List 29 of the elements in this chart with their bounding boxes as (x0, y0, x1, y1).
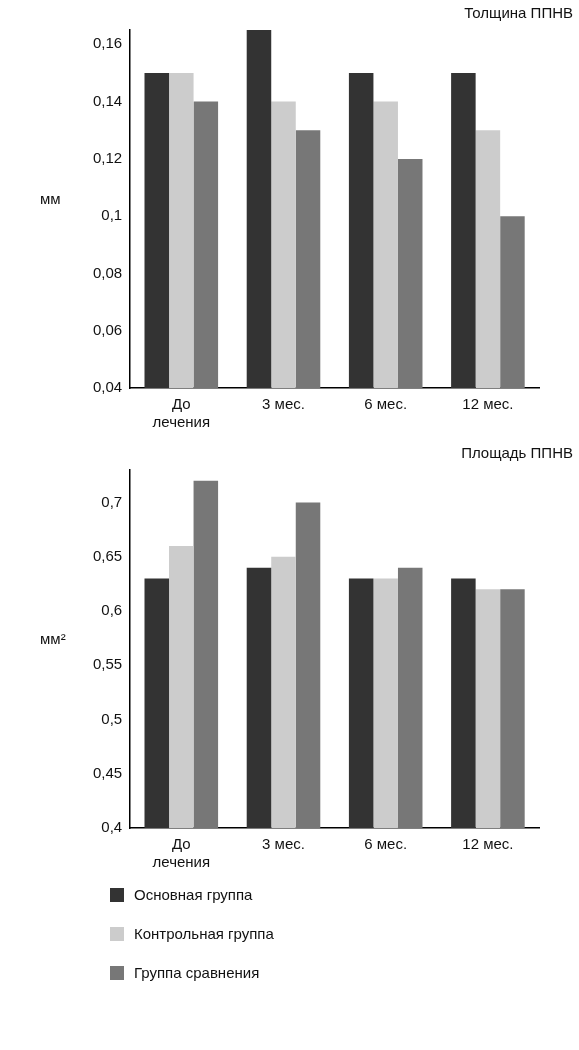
y-tick-label: 0,12 (92, 149, 123, 167)
y-tick-label: 0,6 (101, 601, 123, 619)
x-tick-label: До лечения (152, 395, 211, 431)
x-tick-label: 6 мес. (364, 835, 408, 853)
chart-title: Толщина ППНВ (464, 4, 573, 21)
y-tick-label: 0,16 (92, 34, 123, 52)
x-tick-label: 3 мес. (262, 835, 305, 853)
y-tick-label: 0,45 (92, 763, 123, 781)
y-tick-label: 0,08 (92, 263, 123, 281)
x-tick-label: 12 мес. (462, 395, 514, 413)
y-tick-label: 0,7 (101, 492, 123, 510)
x-tick-label: 12 мес. (462, 835, 514, 853)
y-tick-label: 0,65 (92, 546, 123, 564)
legend-label: Основная группа (134, 886, 253, 903)
legend-label: Контрольная группа (134, 925, 274, 942)
y-tick-label: 0,14 (92, 91, 123, 109)
y-tick-label: 0,1 (101, 206, 123, 224)
x-tick-label: 3 мес. (262, 395, 305, 413)
y-tick-label: 0,04 (92, 378, 123, 396)
y-axis-title: мм² (40, 630, 66, 647)
x-tick-label: 6 мес. (364, 395, 408, 413)
x-tick-label: До лечения (152, 835, 211, 871)
y-tick-label: 0,06 (92, 320, 123, 338)
y-axis-title: мм (40, 190, 61, 207)
y-tick-label: 0,55 (92, 655, 123, 673)
y-tick-label: 0,5 (101, 709, 123, 727)
legend-label: Группа сравнения (134, 964, 260, 981)
chart-title: Площадь ППНВ (461, 444, 573, 461)
y-tick-label: 0,4 (101, 818, 123, 836)
